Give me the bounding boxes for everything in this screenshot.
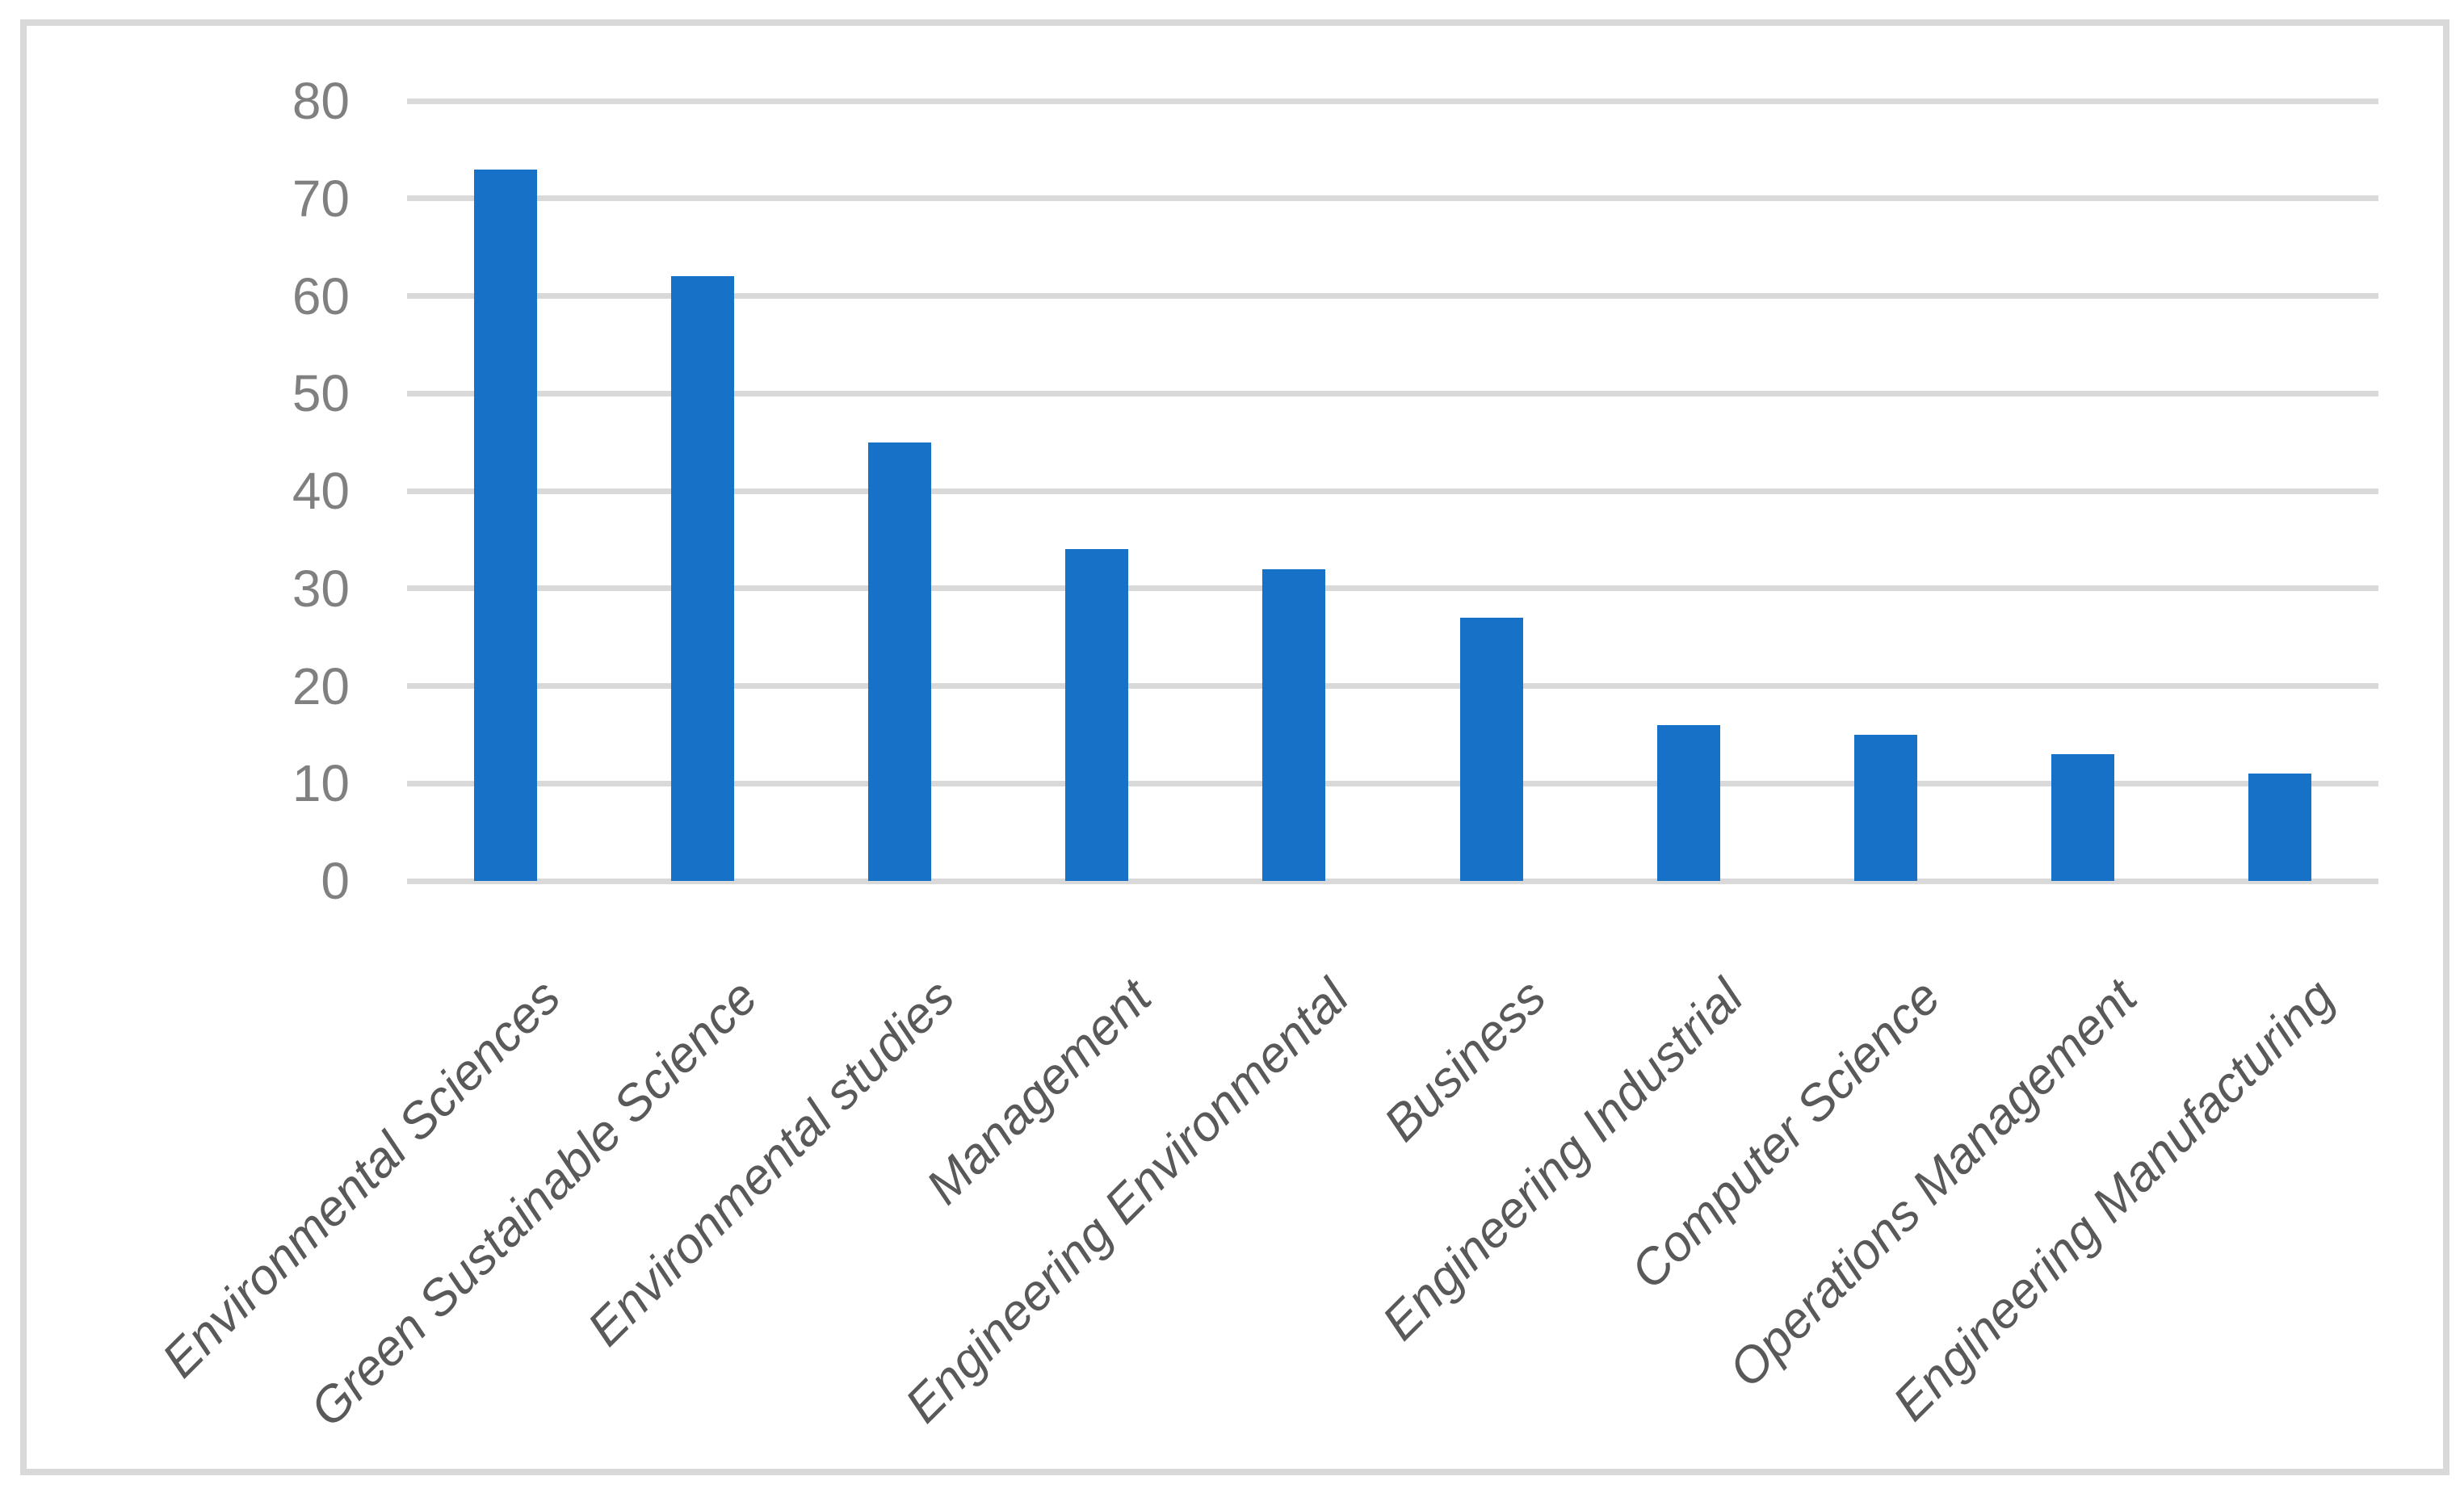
gridline-y-80 bbox=[407, 98, 2378, 104]
y-axis-tick-label: 30 bbox=[292, 559, 350, 618]
gridline-y-40 bbox=[407, 488, 2378, 494]
gridline-y-30 bbox=[407, 585, 2378, 592]
bar-engineering-manufacturing bbox=[2248, 774, 2311, 881]
y-axis-tick-label: 70 bbox=[292, 169, 350, 228]
gridline-y-10 bbox=[407, 780, 2378, 786]
bar-business bbox=[1459, 617, 1523, 881]
bar-environmental-sciences bbox=[474, 169, 538, 881]
y-axis-tick-label: 80 bbox=[292, 72, 350, 130]
plot-area: 80 70 60 50 40 30 20 10 0 Environmental Sciences G… bbox=[27, 26, 2443, 1469]
y-axis-tick-label: 50 bbox=[292, 364, 350, 423]
bar-engineering-environmental bbox=[1262, 568, 1326, 881]
gridline-y-70 bbox=[407, 195, 2378, 202]
y-axis-tick-label: 20 bbox=[292, 656, 350, 715]
category-label: Engineering Industrial bbox=[1371, 969, 1754, 1351]
bar-computer-science bbox=[1853, 734, 1917, 881]
category-label: Environmental Sciences bbox=[151, 969, 571, 1389]
bar-management bbox=[1065, 549, 1129, 881]
gridline-y-60 bbox=[407, 293, 2378, 299]
bar-green-sustainable-science bbox=[671, 276, 735, 881]
y-axis-tick-label: 40 bbox=[292, 462, 350, 520]
category-label: Environmental studies bbox=[577, 969, 966, 1357]
bar-operations-management bbox=[2051, 754, 2114, 881]
gridline-y-20 bbox=[407, 683, 2378, 689]
y-axis-tick-label: 60 bbox=[292, 266, 350, 325]
y-axis-tick-label: 10 bbox=[292, 754, 350, 813]
category-label: Business bbox=[1373, 969, 1557, 1152]
gridline-y-50 bbox=[407, 390, 2378, 396]
category-label: Operations Management bbox=[1719, 969, 2148, 1399]
chart-frame: 80 70 60 50 40 30 20 10 0 Environmental Sciences G… bbox=[20, 19, 2449, 1475]
bar-environmental-studies bbox=[868, 442, 932, 881]
y-axis-tick-label: 0 bbox=[321, 852, 350, 910]
bar-engineering-industrial bbox=[1656, 724, 1720, 881]
gridline-y-0 bbox=[407, 878, 2378, 884]
